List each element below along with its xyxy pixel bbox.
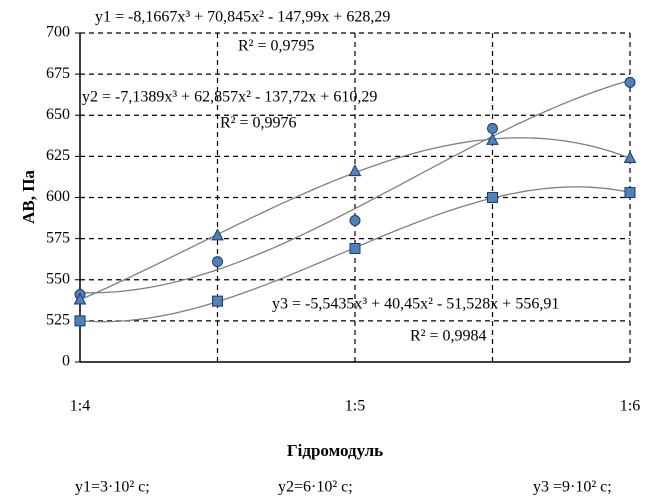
footnote: y2=6·10² c;: [278, 479, 353, 496]
y-tick-label: 625: [46, 147, 70, 164]
y-axis-label: AB, Па: [19, 170, 38, 224]
y-tick-label: 0: [62, 353, 70, 370]
annotation: R² = 0,9976: [220, 115, 297, 132]
footnote: y3 =9·10² c;: [533, 479, 612, 496]
marker: [487, 192, 498, 203]
footnote: y1=3·10² c;: [75, 479, 150, 496]
annotation: y3 = -5,5435x³ + 40,45x² - 51,528x + 556…: [272, 296, 559, 313]
marker: [486, 132, 499, 145]
x-tick-label: 1:4: [70, 398, 90, 415]
marker: [212, 256, 223, 268]
y-tick-label: 575: [46, 229, 70, 246]
y-tick-label: 650: [46, 106, 70, 123]
marker: [348, 164, 362, 177]
marker: [212, 295, 223, 307]
marker: [623, 150, 637, 164]
marker: [624, 187, 636, 199]
x-axis-label: Гідромодуль: [287, 441, 383, 460]
trendline: [79, 79, 631, 294]
marker: [73, 292, 87, 305]
marker: [624, 76, 636, 88]
x-tick-label: 1:6: [620, 398, 640, 415]
y-tick-label: 600: [46, 188, 70, 205]
marker: [349, 215, 361, 227]
annotation: R² = 0,9984: [410, 328, 487, 345]
annotation: y2 = -7,1389x³ + 62,857x² - 137,72x + 61…: [82, 89, 377, 106]
marker: [349, 242, 361, 254]
x-tick-label: 1:5: [345, 398, 365, 415]
y-tick-label: 550: [46, 270, 70, 287]
annotation: y1 = -8,1667x³ + 70,845x² - 147,99x + 62…: [95, 9, 390, 26]
y-tick-label: 675: [46, 65, 70, 82]
marker: [74, 315, 86, 327]
y-tick-label: 700: [46, 24, 70, 41]
marker: [487, 122, 498, 134]
annotation: R² = 0,9795: [238, 38, 315, 55]
y-tick-label: 525: [46, 312, 70, 329]
marker: [211, 228, 224, 241]
